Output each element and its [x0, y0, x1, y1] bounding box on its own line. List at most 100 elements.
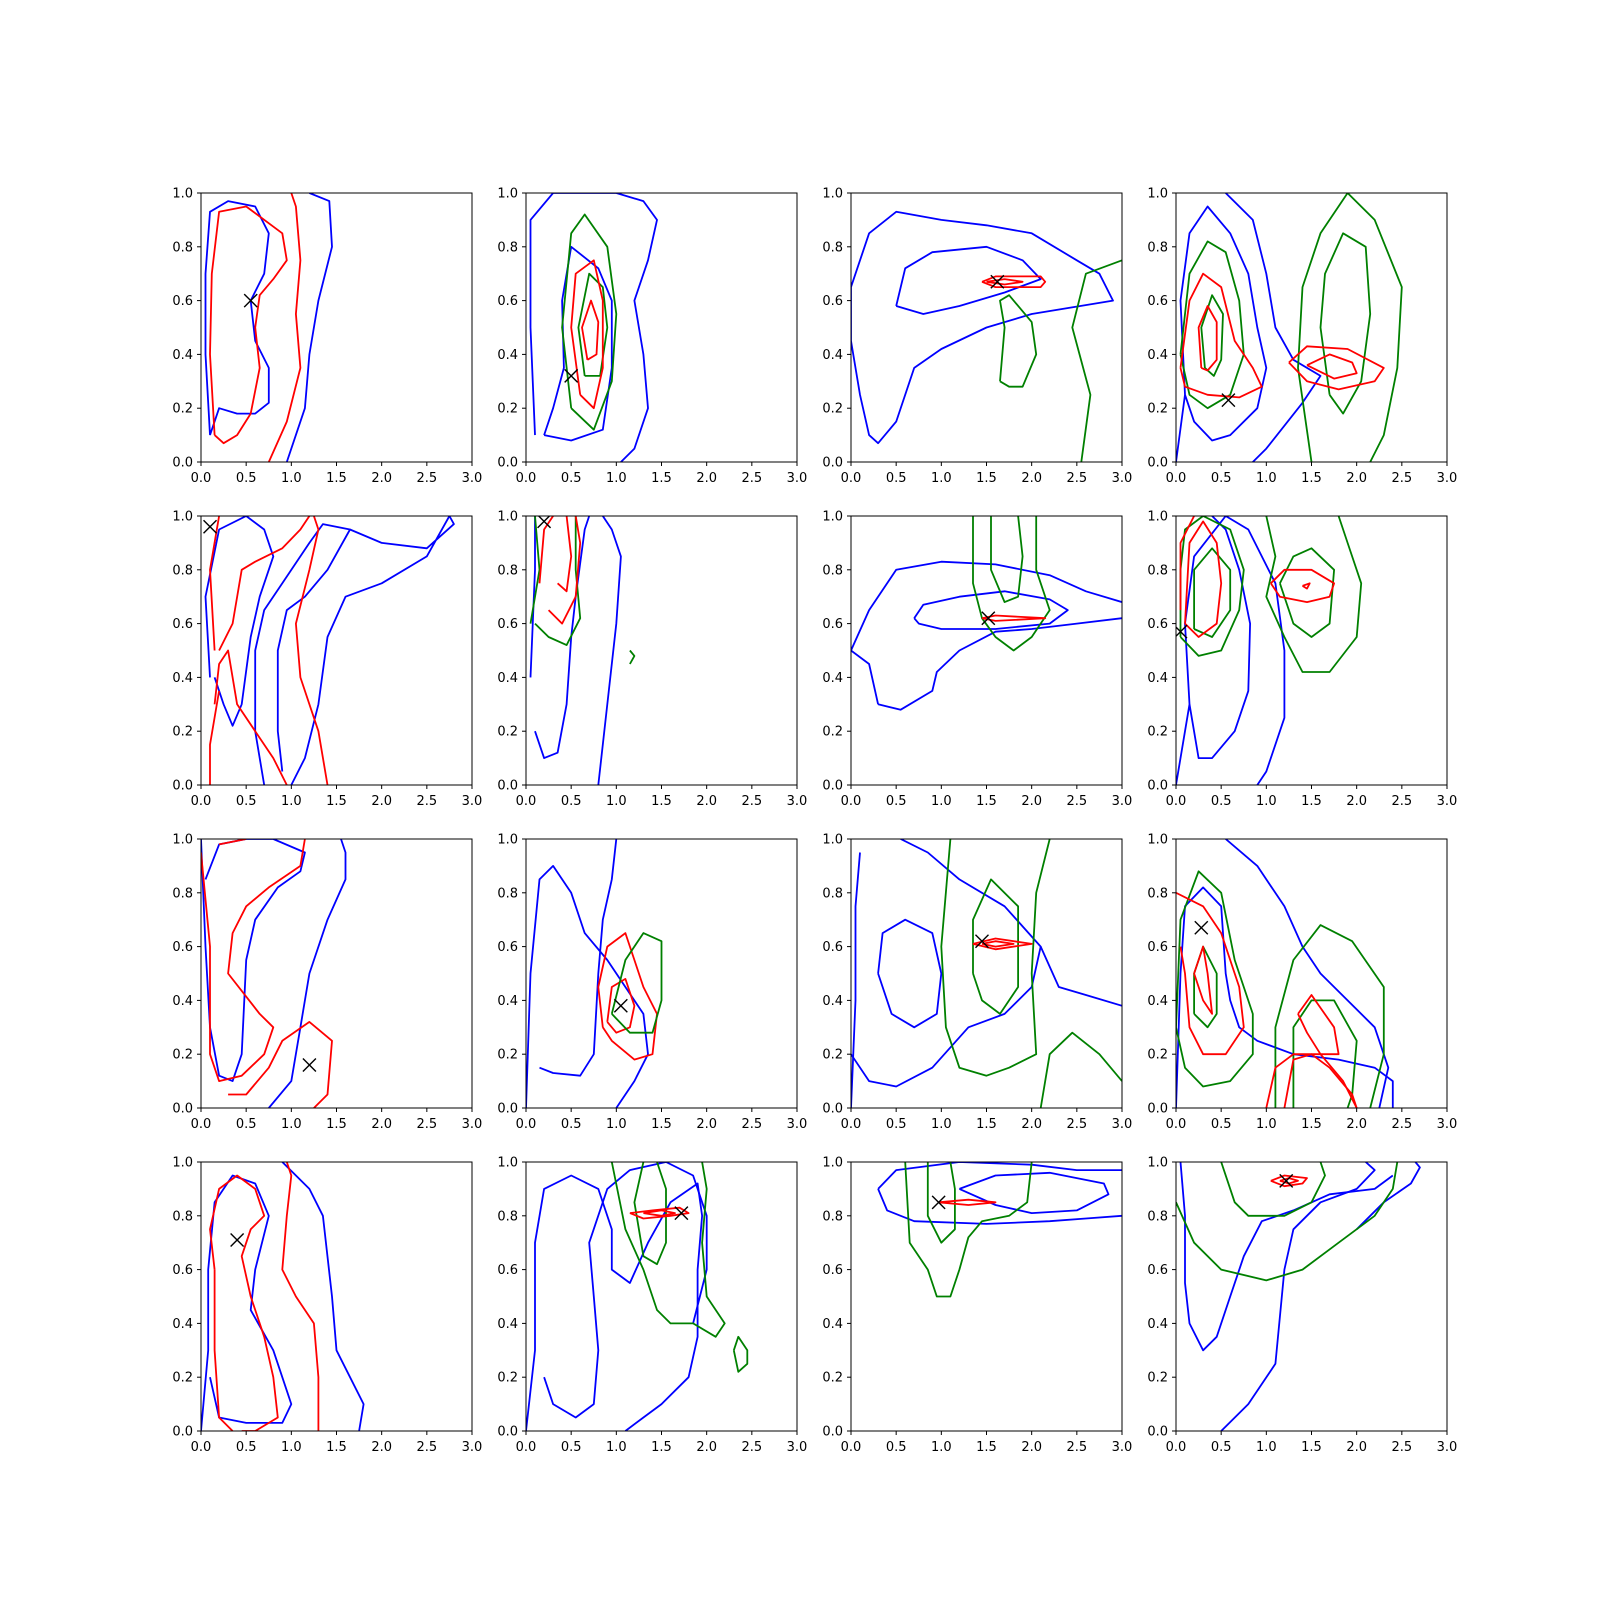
y-tick-label: 0.2: [497, 1048, 518, 1063]
x-tick-label: 0.5: [1211, 1440, 1232, 1455]
y-tick-label: 1.0: [172, 833, 193, 848]
y-tick-label: 0.0: [1147, 1102, 1168, 1117]
y-tick-label: 0.4: [497, 671, 518, 686]
x-tick-label: 1.5: [326, 471, 347, 486]
y-tick-label: 1.0: [172, 1156, 193, 1171]
y-tick-label: 0.8: [1147, 886, 1168, 901]
x-tick-label: 0.0: [1166, 1117, 1187, 1132]
x-tick-label: 1.0: [1256, 471, 1277, 486]
green-contour-5: [610, 932, 663, 1034]
blue-contour-2: [281, 1162, 365, 1431]
axes-frame: [200, 192, 473, 463]
y-tick-label: 0.8: [1147, 563, 1168, 578]
red-contour-6: [938, 1198, 997, 1206]
red-contour-9: [981, 940, 1015, 948]
axes-frame: [850, 515, 1123, 786]
y-tick-label: 0.2: [1147, 402, 1168, 417]
x-tick-label: 1.0: [281, 471, 302, 486]
axes-frame: [850, 838, 1123, 1109]
x-tick-label: 0.0: [1166, 471, 1187, 486]
y-tick-label: 0.8: [172, 563, 193, 578]
red-contour-9: [557, 516, 573, 593]
x-tick-label: 3.0: [787, 794, 808, 809]
subplot-2: 0.0 0.5 1.0 1.5 2.0 2.5 3.0 0.0 0.2 0.4 0.6 0.8 1.0: [497, 187, 807, 487]
blue-contour-2: [1179, 1162, 1394, 1352]
subplot-16: 0.0 0.5 1.0 1.5 2.0 2.5 3.0 0.0 0.2 0.4 0.6 0.8 1.0: [1147, 1156, 1457, 1456]
blue-contour-3: [877, 617, 1122, 711]
blue-contour-1: [851, 210, 1114, 445]
red-contour-9: [1288, 345, 1385, 391]
y-tick-label: 0.2: [172, 402, 193, 417]
y-tick-label: 1.0: [822, 1156, 843, 1171]
blue-contour-1: [526, 865, 649, 1108]
green-contour-5: [534, 516, 582, 646]
green-contour-7: [1039, 1031, 1122, 1108]
x-tick-label: 2.0: [696, 1117, 717, 1132]
x-tick-label: 0.0: [841, 1117, 862, 1132]
x-tick-label: 2.5: [741, 1117, 762, 1132]
x-tick-label: 1.0: [1256, 1440, 1277, 1455]
axes-frame: [200, 838, 473, 1109]
y-tick-label: 0.0: [497, 1425, 518, 1440]
x-tick-label: 1.0: [281, 1440, 302, 1455]
x-tick-label: 2.0: [696, 794, 717, 809]
green-contour-3: [1176, 870, 1254, 1088]
x-tick-label: 2.5: [1391, 794, 1412, 809]
blue-contour-1: [851, 560, 1122, 651]
red-contour-3: [209, 205, 288, 445]
blue-contour-2: [877, 1188, 1122, 1225]
subplot-1: 0.0 0.5 1.0 1.5 2.0 2.5 3.0 0.0 0.2 0.4 0.6 0.8 1.0: [172, 187, 482, 487]
y-tick-label: 1.0: [822, 510, 843, 525]
red-contour-3: [209, 1174, 279, 1431]
y-tick-label: 0.6: [822, 940, 843, 955]
x-tick-label: 2.0: [1346, 794, 1367, 809]
blue-contour-3: [290, 516, 455, 785]
green-contour-4: [1071, 259, 1122, 462]
red-contour-7: [1184, 520, 1223, 638]
red-contour-7: [1279, 1177, 1299, 1185]
red-contour-5: [981, 275, 1047, 288]
x-tick-label: 2.5: [416, 1117, 437, 1132]
blue-contour-1: [1176, 516, 1286, 785]
green-contour-5: [940, 839, 1051, 1077]
blue-contour-1: [526, 1174, 703, 1431]
x-tick-label: 2.5: [416, 471, 437, 486]
y-tick-label: 0.4: [1147, 348, 1168, 363]
red-contour-10: [1265, 1053, 1358, 1108]
y-tick-label: 0.0: [1147, 779, 1168, 794]
subplot-11: 0.0 0.5 1.0 1.5 2.0 2.5 3.0 0.0 0.2 0.4 0.6 0.8 1.0: [822, 833, 1132, 1133]
x-tick-label: 3.0: [462, 471, 483, 486]
y-tick-label: 0.4: [497, 994, 518, 1009]
blue-contour-1: [201, 839, 306, 1082]
y-tick-label: 1.0: [497, 187, 518, 202]
blue-contour-2: [204, 516, 275, 727]
red-contour-4: [267, 193, 302, 462]
green-contour-4: [904, 1162, 1033, 1298]
x-tick-label: 3.0: [1112, 471, 1133, 486]
red-contour-10: [1306, 353, 1358, 380]
x-marker: [981, 611, 996, 626]
y-tick-label: 0.0: [172, 456, 193, 471]
y-tick-label: 0.0: [172, 1425, 193, 1440]
y-tick-label: 0.8: [822, 886, 843, 901]
y-tick-label: 0.2: [822, 1371, 843, 1386]
x-tick-label: 1.0: [931, 471, 952, 486]
green-contour-3: [610, 1162, 726, 1338]
green-contour-5: [1274, 924, 1385, 1108]
x-tick-label: 2.0: [371, 1117, 392, 1132]
x-tick-label: 3.0: [1112, 1440, 1133, 1455]
green-contour-5: [972, 516, 1051, 652]
y-tick-label: 0.0: [822, 1102, 843, 1117]
plot-area: [203, 516, 455, 785]
y-tick-label: 0.0: [1147, 456, 1168, 471]
x-tick-label: 1.5: [976, 794, 997, 809]
x-tick-label: 1.5: [326, 1440, 347, 1455]
y-tick-label: 0.2: [497, 1371, 518, 1386]
x-tick-label: 1.5: [976, 1117, 997, 1132]
y-tick-label: 1.0: [1147, 510, 1168, 525]
x-tick-label: 0.0: [516, 1117, 537, 1132]
red-contour-6: [1270, 1174, 1308, 1188]
subplot-5: 0.0 0.5 1.0 1.5 2.0 2.5 3.0 0.0 0.2 0.4 0.6 0.8 1.0: [172, 510, 482, 810]
y-tick-label: 0.2: [497, 402, 518, 417]
green-contour-3: [561, 213, 618, 431]
